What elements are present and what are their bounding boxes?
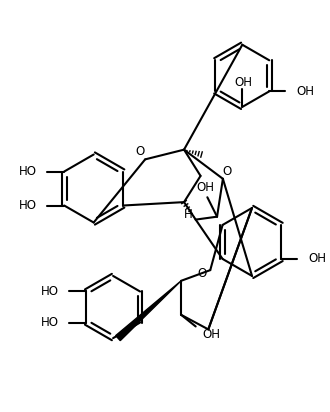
Polygon shape bbox=[116, 281, 181, 341]
Text: HO: HO bbox=[41, 316, 59, 329]
Text: HO: HO bbox=[41, 285, 59, 298]
Text: HO: HO bbox=[19, 165, 37, 178]
Text: OH: OH bbox=[196, 181, 214, 194]
Text: OH: OH bbox=[309, 253, 327, 265]
Text: OH: OH bbox=[296, 85, 314, 98]
Text: O: O bbox=[222, 166, 231, 178]
Text: H: H bbox=[183, 208, 192, 221]
Text: OH: OH bbox=[203, 328, 220, 341]
Text: HO: HO bbox=[19, 199, 37, 212]
Text: OH: OH bbox=[234, 76, 252, 89]
Text: O: O bbox=[136, 145, 145, 158]
Text: O: O bbox=[198, 267, 207, 279]
